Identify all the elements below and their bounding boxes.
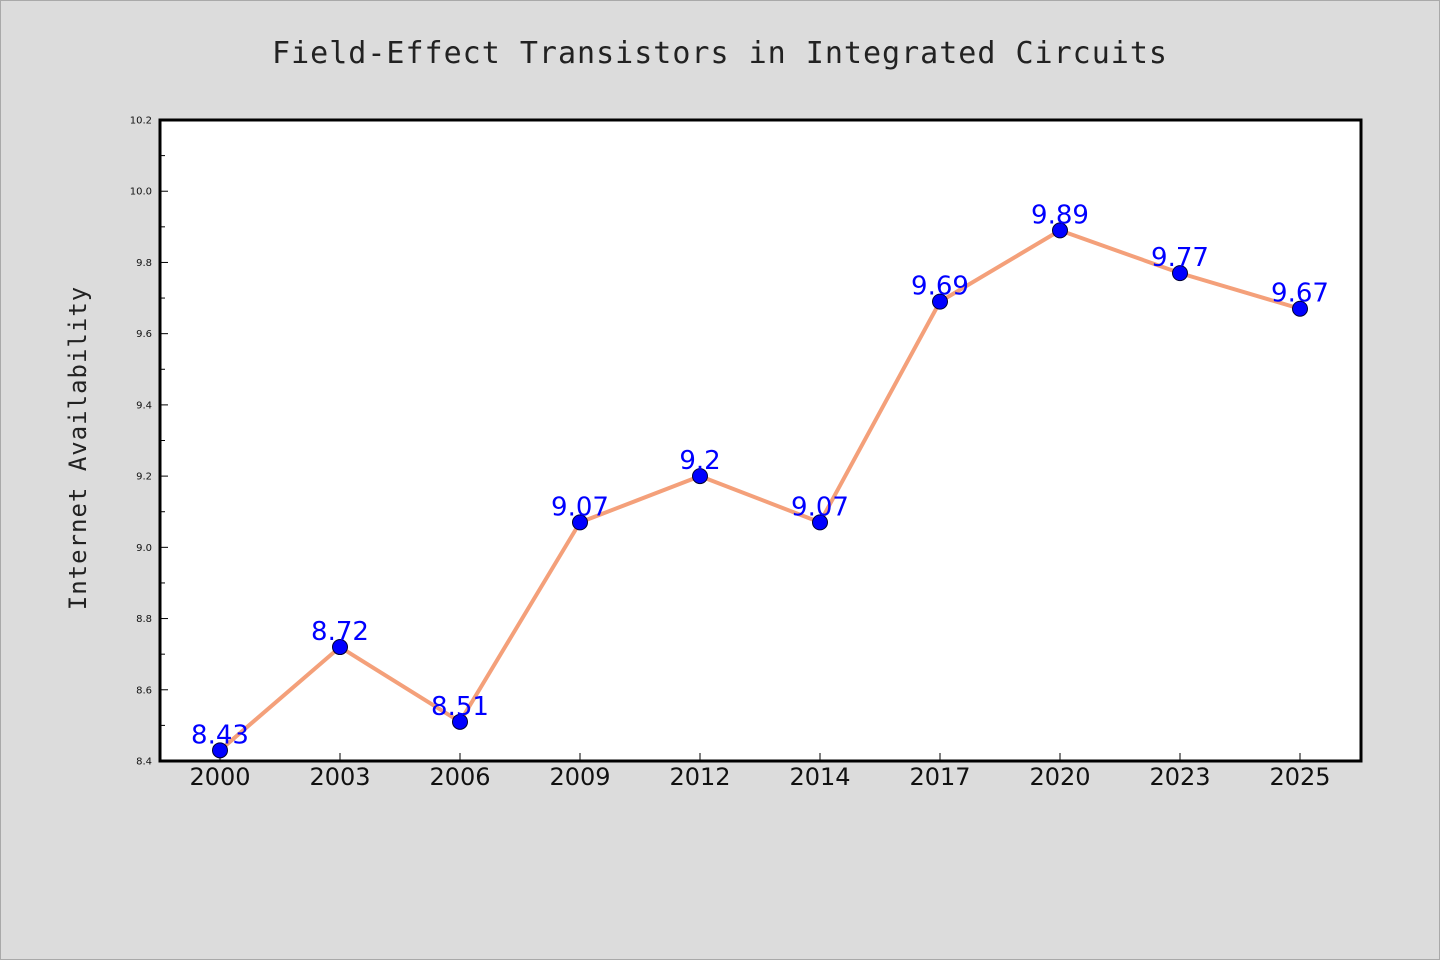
y-tick-label: 9.2 bbox=[136, 472, 152, 483]
data-label: 8.43 bbox=[191, 720, 249, 750]
series-line bbox=[218, 228, 1301, 752]
x-tick-label: 2012 bbox=[669, 763, 730, 791]
data-label: 9.07 bbox=[791, 492, 849, 522]
data-point bbox=[212, 742, 228, 759]
y-tick-label: 10.0 bbox=[130, 187, 152, 198]
x-tick-label: 2006 bbox=[429, 763, 490, 791]
y-axis: 8.4 8.6 8.8 9.0 9.2 9.4 9.6 9.8 10.0 10.2 bbox=[130, 116, 168, 768]
data-point bbox=[1292, 300, 1308, 317]
y-tick-label: 8.8 bbox=[136, 614, 152, 625]
y-tick-label: 9.0 bbox=[136, 543, 152, 554]
data-label: 8.72 bbox=[311, 617, 369, 647]
x-axis: 2000 2003 2006 2009 2012 2014 2017 2020 2023 2025 bbox=[189, 753, 1331, 791]
y-axis-label: Internet Availability bbox=[64, 286, 92, 610]
x-tick-label: 2009 bbox=[549, 763, 610, 791]
x-tick-label: 2023 bbox=[1149, 763, 1210, 791]
data-point bbox=[812, 514, 828, 531]
x-tick-label: 2025 bbox=[1269, 763, 1330, 791]
chart-title: Field-Effect Transistors in Integrated C… bbox=[272, 36, 1168, 71]
y-tick-label: 9.8 bbox=[136, 258, 152, 269]
x-tick-label: 2020 bbox=[1029, 763, 1090, 791]
data-label: 9.67 bbox=[1271, 279, 1329, 309]
data-point bbox=[572, 514, 588, 531]
data-label: 9.69 bbox=[911, 272, 969, 302]
data-point bbox=[932, 293, 948, 310]
data-label: 9.89 bbox=[1031, 200, 1089, 230]
y-tick-label: 10.2 bbox=[130, 116, 152, 127]
x-tick-label: 2014 bbox=[789, 763, 850, 791]
data-point bbox=[1172, 265, 1188, 282]
series-layer: 8.43 8.72 8.51 9.07 9.2 9.07 9.69 9.89 9.77 9.67 bbox=[191, 200, 1329, 759]
data-label: 9.2 bbox=[679, 446, 720, 476]
data-label: 9.77 bbox=[1151, 243, 1209, 273]
data-label: 9.07 bbox=[551, 492, 609, 522]
data-point bbox=[332, 639, 348, 656]
y-tick-label: 8.4 bbox=[136, 757, 152, 768]
data-point bbox=[692, 468, 708, 485]
x-tick-label: 2003 bbox=[309, 763, 370, 791]
y-tick-label: 9.4 bbox=[136, 400, 152, 411]
y-tick-label: 8.6 bbox=[136, 685, 152, 696]
data-point bbox=[1052, 222, 1068, 239]
y-tick-label: 9.6 bbox=[136, 329, 152, 340]
x-tick-label: 2000 bbox=[189, 763, 250, 791]
data-label: 8.51 bbox=[431, 692, 489, 722]
data-point bbox=[452, 713, 468, 730]
plot-area bbox=[158, 118, 1363, 763]
x-tick-label: 2017 bbox=[909, 763, 970, 791]
